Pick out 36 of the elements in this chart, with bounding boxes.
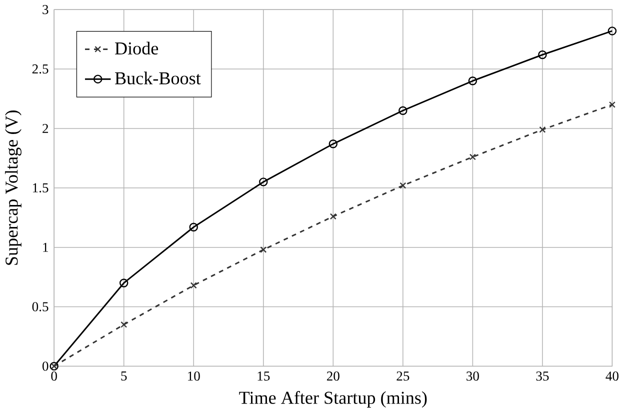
y-axis-title: Supercap Voltage (V) <box>5 110 22 266</box>
y-tick-label: 0 <box>42 362 48 371</box>
legend-label: Buck-Boost <box>115 72 201 85</box>
point <box>120 322 128 328</box>
x-tick-label: 30 <box>466 372 479 381</box>
point <box>119 278 128 288</box>
x-tick-label: 0 <box>51 372 57 381</box>
x-axis-title: Time After Startup (mins) <box>239 391 427 408</box>
x-tick-label: 10 <box>188 372 200 381</box>
y-tick-label: 2 <box>42 124 48 134</box>
point <box>328 140 338 148</box>
legend-label: Diode <box>115 42 158 55</box>
x-tick-label: 20 <box>326 372 340 381</box>
point <box>400 182 406 189</box>
point <box>189 222 198 232</box>
y-tick-label: 3 <box>42 5 48 14</box>
y-tick-label: 0.5 <box>32 302 48 312</box>
point <box>469 154 476 160</box>
y-tick-label: 1.5 <box>33 183 48 193</box>
point <box>260 246 267 254</box>
x-tick-label: 15 <box>258 372 270 381</box>
point <box>539 126 546 134</box>
y-tick-label: 1 <box>43 243 48 252</box>
point <box>259 178 268 186</box>
x-tick-label: 25 <box>396 372 410 381</box>
x-tick-label: 5 <box>121 372 127 381</box>
point <box>330 213 336 220</box>
y-tick-label: 2.5 <box>32 64 48 74</box>
point <box>468 76 478 86</box>
point <box>190 282 197 289</box>
x-tick-label: 35 <box>536 372 549 381</box>
x-tick-label: 40 <box>606 372 618 381</box>
point <box>398 106 408 116</box>
point <box>608 102 616 108</box>
point <box>538 50 547 60</box>
point <box>608 26 617 36</box>
